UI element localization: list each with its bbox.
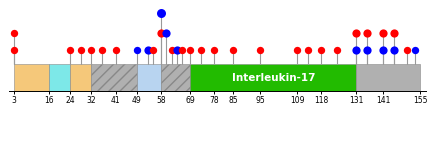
Point [353,31,359,34]
Point [163,31,170,34]
Point [133,49,140,51]
Point [10,49,17,51]
Point [256,49,263,51]
Point [390,49,397,51]
Point [334,49,341,51]
Point [230,49,236,51]
Point [412,49,418,51]
FancyBboxPatch shape [92,64,137,91]
Point [77,49,84,51]
FancyBboxPatch shape [356,64,421,91]
Point [99,49,106,51]
Point [187,49,194,51]
Point [88,49,95,51]
Point [198,49,205,51]
FancyBboxPatch shape [70,64,92,91]
FancyBboxPatch shape [161,64,190,91]
Point [174,49,181,51]
Point [294,49,301,51]
Point [363,49,370,51]
Point [168,49,175,51]
Point [179,49,186,51]
FancyBboxPatch shape [190,64,356,91]
Point [353,49,359,51]
Point [112,49,119,51]
FancyBboxPatch shape [14,64,49,91]
Point [150,49,157,51]
Point [363,31,370,34]
Point [304,49,311,51]
Point [157,12,164,14]
Point [380,31,387,34]
Point [403,49,410,51]
FancyBboxPatch shape [137,64,161,91]
Point [318,49,325,51]
Point [380,49,387,51]
Point [144,49,151,51]
Point [390,31,397,34]
Point [157,31,164,34]
Point [67,49,74,51]
Point [10,31,17,34]
Text: Interleukin-17: Interleukin-17 [231,73,315,83]
FancyBboxPatch shape [49,64,70,91]
Point [211,49,218,51]
